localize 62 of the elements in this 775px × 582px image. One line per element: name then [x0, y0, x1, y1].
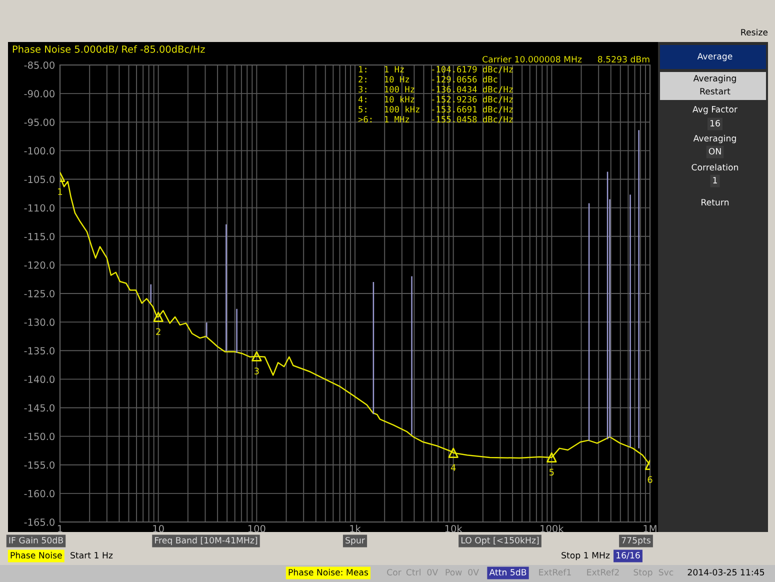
- text: 775pts: [622, 537, 650, 546]
- x-tick-label: 1k: [350, 524, 361, 532]
- annotation: 4: 10 kHz -152.9236 dBc/Hz: [358, 96, 513, 104]
- text: 8.5293 dBm: [598, 56, 650, 62]
- y-tick-label: -125.0: [24, 290, 54, 298]
- y-tick-label: -145.0: [24, 404, 54, 412]
- annotation: 3: [254, 368, 259, 374]
- text: Phase Noise: [10, 552, 62, 558]
- y-tick-label: -140.0: [24, 376, 54, 384]
- text: Stop 1 MHz: [562, 552, 610, 560]
- y-tick-label: -110.0: [24, 204, 54, 212]
- y-tick-label: -160.0: [24, 490, 54, 498]
- x-tick-label: 10: [153, 524, 164, 532]
- text: ON: [708, 148, 721, 154]
- text: Carrier 10.000008 MHz: [482, 56, 582, 62]
- text: 1: [713, 177, 717, 184]
- text: Averaging: [693, 74, 736, 84]
- annotation: 3: 100 Hz -136.0434 dBc/Hz: [358, 86, 513, 94]
- text: Averaging: [693, 134, 736, 144]
- text: Freq Band [10M-41MHz]: [155, 536, 258, 546]
- annotation: 2: 10 Hz -129.0656 dBc: [358, 76, 498, 83]
- y-tick-label: -135.0: [24, 347, 54, 354]
- chart-title: Phase Noise 5.000dB/ Ref -85.00dBc/Hz: [12, 45, 205, 54]
- text: Attn 5dB: [489, 568, 526, 576]
- x-tick-label: 1M: [644, 525, 656, 532]
- text: Spur: [346, 536, 365, 546]
- annotation: >6: 1 MHz -155.0458 dBc/Hz: [358, 116, 513, 124]
- text: Restart: [700, 88, 730, 94]
- y-tick-label: -155.0: [24, 461, 54, 469]
- text: LO Opt [<150kHz]: [461, 536, 539, 546]
- annotation: 2: [156, 328, 160, 335]
- x-tick-label: 100: [248, 524, 266, 532]
- y-tick-label: -100.0: [24, 147, 54, 155]
- annotation: 1: [58, 188, 62, 195]
- text: Start 1 Hz: [70, 552, 113, 558]
- y-tick-label: -105.0: [24, 176, 54, 184]
- text: 16: [710, 120, 720, 126]
- x-tick-label: 1: [58, 525, 62, 532]
- text: 2014-03-25 11:45: [688, 568, 764, 576]
- y-tick-label: -120.0: [24, 261, 54, 269]
- y-tick-label: -150.0: [24, 432, 54, 440]
- annotation: 6: [648, 476, 652, 483]
- text: Phase Noise: Meas: [288, 568, 368, 576]
- y-tick-label: -90.00: [24, 90, 54, 98]
- annotation: 1: 1 Hz -104.6179 dBc/Hz: [359, 66, 513, 74]
- y-tick-label: -95.00: [24, 118, 54, 126]
- text: Average: [697, 53, 732, 62]
- y-tick-label: -85.00: [24, 61, 54, 69]
- text: Avg Factor: [692, 106, 738, 114]
- y-tick-label: -165.0: [24, 518, 54, 526]
- annotation: 5: [549, 468, 554, 476]
- text: Resize: [741, 28, 768, 36]
- x-tick-label: 10k: [445, 524, 462, 532]
- x-tick-label: 100k: [540, 524, 564, 532]
- text: Return: [702, 199, 729, 206]
- text: IF Gain 50dB: [9, 536, 63, 544]
- annotation: 5: 100 kHz -153.6691 dBc/Hz: [358, 106, 513, 114]
- y-tick-label: -115.0: [24, 232, 54, 240]
- y-tick-label: -130.0: [24, 318, 54, 326]
- text: 16/16: [616, 552, 640, 560]
- annotation: 4: [450, 464, 456, 471]
- text: Correlation: [692, 164, 738, 170]
